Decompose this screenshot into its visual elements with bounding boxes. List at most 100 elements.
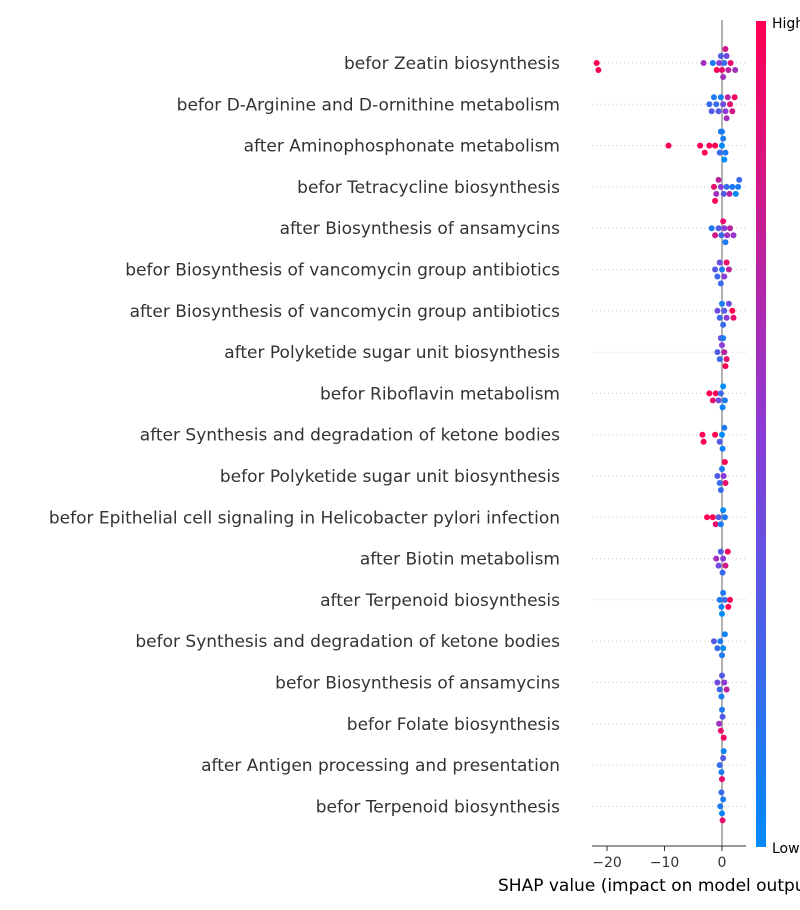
shap-point [719,569,726,576]
shap-point [721,60,728,66]
shap-point [717,94,724,101]
feature-label: befor Polyketide sugar unit biosynthesis [220,467,560,487]
shap-point [715,562,722,569]
shap-point [719,810,725,817]
shap-point [716,720,723,727]
shap-point [722,149,729,156]
shap-point [721,156,728,163]
shap-point [710,94,717,101]
shap-point [712,521,719,528]
shap-point [721,514,728,521]
shap-point [727,225,734,232]
shap-point [719,67,725,73]
shap-point [719,266,725,273]
shap-point [717,390,724,397]
shap-point [718,769,725,776]
shap-point [713,555,720,562]
feature-label: befor Tetracycline biosynthesis [297,178,560,198]
shap-point [717,638,724,645]
shap-point [720,734,727,741]
shap-point [722,480,729,486]
shap-point [720,748,727,755]
shap-point [720,74,727,80]
shap-point [721,225,728,232]
x-tick-label: −20 [592,855,622,871]
shap-point [721,459,728,465]
shap-point [723,115,730,122]
feature-label: after Aminophosphonate metabolism [244,137,560,157]
shap-point [723,356,730,363]
x-axis-ticks: −20 −10 0 [592,846,726,871]
shap-point [714,349,721,356]
shap-point [719,672,725,679]
feature-label: after Polyketide sugar unit biosynthesis [224,343,560,363]
shap-point [715,108,722,115]
shap-point [713,101,720,108]
shap-point [710,183,717,190]
shap-point [714,645,721,652]
shap-point [735,183,742,190]
feature-label: befor Synthesis and degradation of keton… [135,632,560,652]
shap-point [716,480,723,486]
feature-label: after Synthesis and degradation of keton… [140,426,560,446]
shap-point [716,686,723,693]
shap-point [720,383,727,390]
shap-point [715,514,722,521]
shap-point [723,53,730,59]
shap-point [717,487,724,493]
x-axis-title: SHAP value (impact on model output) [498,876,800,896]
shap-point [719,404,726,411]
shap-point [730,232,737,239]
shap-point [712,232,719,239]
shap-point [719,431,725,438]
shap-point [718,789,725,796]
shap-point [709,514,716,521]
shap-point [717,803,724,810]
feature-label: befor D-Arginine and D-ornithine metabol… [177,95,560,115]
shap-point [717,521,724,528]
shap-point [725,67,732,73]
shap-point [717,128,724,135]
shap-point [723,686,730,693]
shap-point [718,232,725,239]
shap-point [706,101,713,108]
shap-point [723,314,730,321]
shap-point [720,135,727,142]
shap-point [719,610,725,617]
x-tick-label: 0 [718,855,727,871]
shap-point [716,356,723,363]
shap-point [713,67,720,73]
shap-point [720,507,727,514]
shap-point [718,603,725,610]
shap-point [721,397,728,404]
shap-point [736,176,743,183]
shap-point [717,53,724,59]
shap-point [720,321,727,328]
shap-point [715,397,722,404]
shap-point [714,273,721,280]
shap-point [723,259,730,266]
shap-point [721,307,728,314]
shap-point [729,307,736,314]
shap-point [719,466,725,472]
shap-point [715,176,722,183]
shap-point [715,225,722,232]
shap-point [720,218,727,225]
shap-point [717,183,724,190]
shap-point [720,190,727,197]
shap-point [701,149,708,156]
shap-point [727,101,734,108]
shap-point [722,108,729,115]
shap-point [700,438,707,445]
shap-point [708,108,715,115]
shap-point [708,225,715,232]
shap-point [732,67,739,73]
shap-point [593,60,600,66]
shap-point [712,431,719,438]
shap-point [712,142,719,149]
shap-point [700,60,707,66]
shap-point [704,514,711,521]
shap-point [720,589,727,596]
shap-point [719,817,726,824]
